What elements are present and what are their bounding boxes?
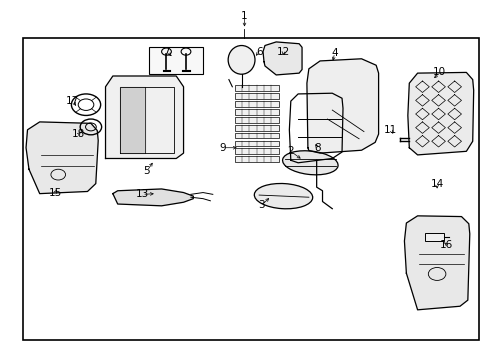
Text: 10: 10 xyxy=(432,67,445,77)
Bar xyxy=(234,117,278,123)
Polygon shape xyxy=(113,189,193,206)
Bar xyxy=(234,109,278,115)
Polygon shape xyxy=(120,87,144,153)
Text: 12: 12 xyxy=(276,46,289,57)
FancyBboxPatch shape xyxy=(149,47,203,74)
Text: 17: 17 xyxy=(66,96,80,106)
Ellipse shape xyxy=(282,151,337,175)
Text: 9: 9 xyxy=(219,143,225,153)
Bar xyxy=(234,156,278,162)
Polygon shape xyxy=(404,216,469,310)
Text: 15: 15 xyxy=(49,188,62,198)
Bar xyxy=(234,125,278,131)
Text: 3: 3 xyxy=(258,200,264,210)
Ellipse shape xyxy=(254,184,312,209)
Bar xyxy=(234,101,278,107)
Bar xyxy=(234,85,278,91)
Bar xyxy=(22,39,478,339)
Polygon shape xyxy=(263,42,302,75)
Text: 6: 6 xyxy=(255,46,262,57)
Text: 5: 5 xyxy=(143,166,150,176)
Text: 4: 4 xyxy=(331,48,337,58)
Text: 1: 1 xyxy=(241,11,247,21)
Polygon shape xyxy=(105,76,183,158)
Ellipse shape xyxy=(228,45,254,74)
Bar xyxy=(234,140,278,146)
Text: 18: 18 xyxy=(72,129,85,139)
Polygon shape xyxy=(306,59,378,153)
Polygon shape xyxy=(26,122,98,194)
Text: 7: 7 xyxy=(163,46,169,57)
Text: 16: 16 xyxy=(439,239,452,249)
Bar xyxy=(234,93,278,99)
Text: 2: 2 xyxy=(287,146,294,156)
Bar xyxy=(424,233,444,241)
Polygon shape xyxy=(407,72,473,155)
Bar xyxy=(234,133,278,138)
Text: 13: 13 xyxy=(135,189,148,199)
Text: 14: 14 xyxy=(429,179,443,189)
Bar xyxy=(234,148,278,154)
Text: 11: 11 xyxy=(384,125,397,135)
Text: 8: 8 xyxy=(314,143,320,153)
